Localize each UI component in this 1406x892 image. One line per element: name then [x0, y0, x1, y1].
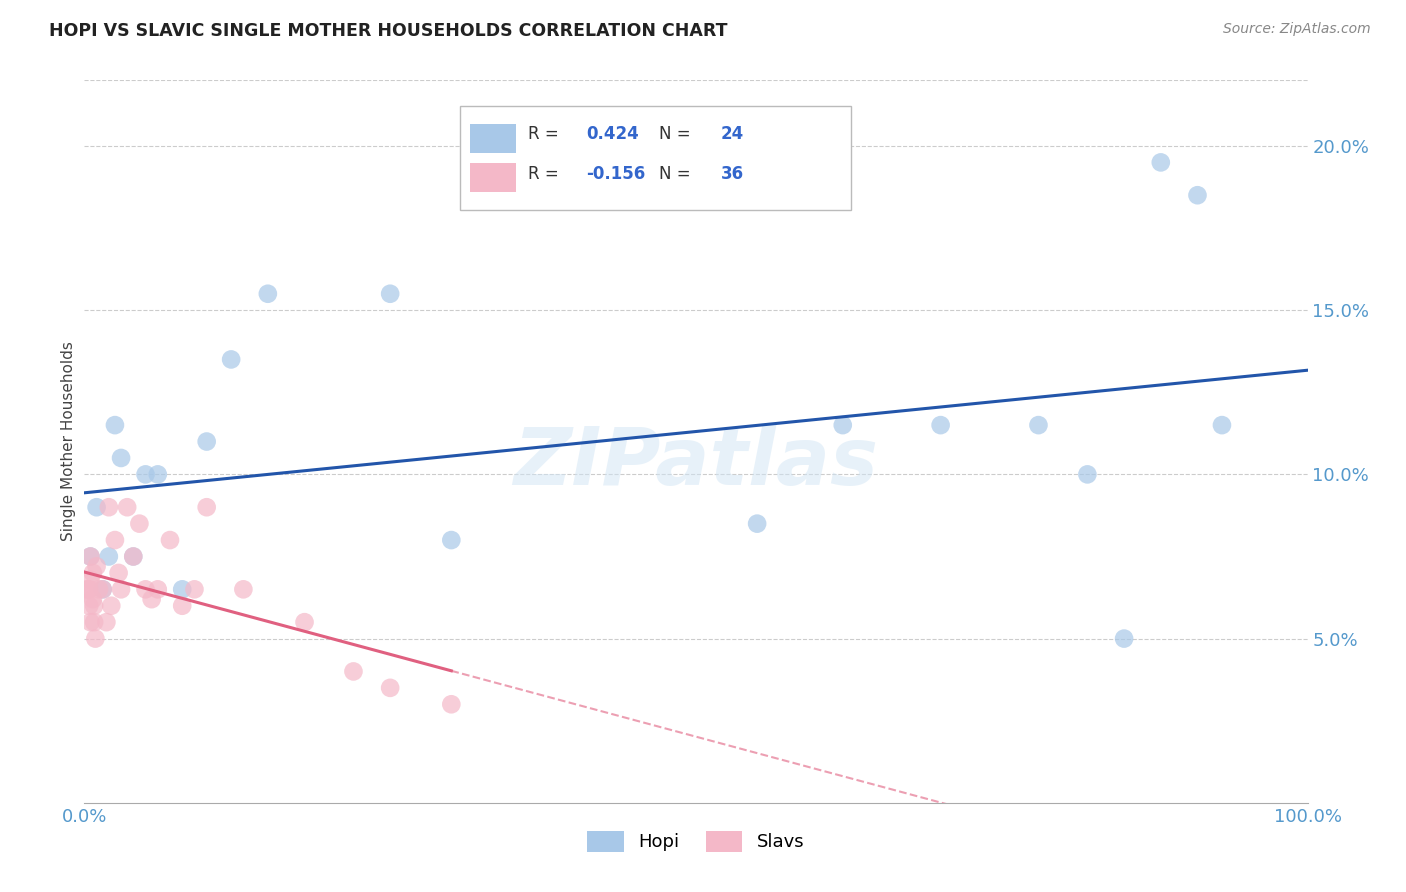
- Text: N =: N =: [659, 165, 696, 183]
- Point: [342, 665, 364, 679]
- Point: [1150, 155, 1173, 169]
- Point: [141, 592, 163, 607]
- Point: [294, 615, 316, 630]
- Point: [232, 582, 254, 597]
- Point: [79, 549, 101, 564]
- Point: [831, 418, 853, 433]
- Point: [77, 599, 100, 613]
- Point: [219, 352, 242, 367]
- Point: [1187, 188, 1209, 202]
- Point: [110, 582, 132, 597]
- Text: 0.424: 0.424: [586, 126, 638, 144]
- Bar: [470, 163, 516, 193]
- Point: [82, 566, 104, 580]
- Point: [107, 566, 129, 580]
- Point: [97, 549, 120, 564]
- Point: [1028, 418, 1050, 433]
- Y-axis label: Single Mother Households: Single Mother Households: [60, 342, 76, 541]
- Point: [79, 615, 101, 630]
- Point: [77, 582, 100, 597]
- Text: 36: 36: [720, 165, 744, 183]
- Point: [146, 582, 169, 597]
- Point: [380, 681, 402, 695]
- Point: [86, 559, 108, 574]
- Text: HOPI VS SLAVIC SINGLE MOTHER HOUSEHOLDS CORRELATION CHART: HOPI VS SLAVIC SINGLE MOTHER HOUSEHOLDS …: [49, 22, 728, 40]
- Point: [84, 632, 107, 646]
- Point: [104, 533, 127, 547]
- Point: [79, 573, 101, 587]
- Point: [96, 615, 118, 630]
- Point: [77, 582, 100, 597]
- Point: [183, 582, 205, 597]
- Point: [929, 418, 952, 433]
- Point: [172, 582, 194, 597]
- Point: [104, 418, 127, 433]
- Point: [91, 582, 114, 597]
- Point: [159, 533, 181, 547]
- Text: Source: ZipAtlas.com: Source: ZipAtlas.com: [1223, 22, 1371, 37]
- Point: [83, 615, 105, 630]
- Point: [97, 500, 120, 515]
- Point: [172, 599, 194, 613]
- Text: R =: R =: [529, 165, 564, 183]
- Point: [1076, 467, 1098, 482]
- Point: [82, 592, 104, 607]
- Point: [146, 467, 169, 482]
- Point: [86, 500, 108, 515]
- Point: [100, 599, 122, 613]
- Point: [135, 582, 157, 597]
- Legend: Hopi, Slavs: Hopi, Slavs: [581, 823, 811, 859]
- Point: [122, 549, 145, 564]
- Point: [440, 698, 463, 712]
- Point: [76, 582, 98, 597]
- Point: [91, 582, 114, 597]
- Text: -0.156: -0.156: [586, 165, 645, 183]
- Point: [380, 286, 402, 301]
- Point: [87, 582, 110, 597]
- Point: [83, 599, 105, 613]
- Text: N =: N =: [659, 126, 696, 144]
- Bar: [470, 124, 516, 153]
- Point: [195, 434, 218, 449]
- Point: [440, 533, 463, 547]
- Point: [1211, 418, 1233, 433]
- Point: [110, 450, 132, 465]
- Point: [115, 500, 138, 515]
- Text: ZIPatlas: ZIPatlas: [513, 425, 879, 502]
- Point: [79, 549, 101, 564]
- Point: [257, 286, 280, 301]
- Point: [747, 516, 769, 531]
- Point: [195, 500, 218, 515]
- Point: [122, 549, 145, 564]
- Point: [135, 467, 157, 482]
- Text: 24: 24: [720, 126, 744, 144]
- Text: R =: R =: [529, 126, 564, 144]
- FancyBboxPatch shape: [460, 105, 851, 211]
- Point: [128, 516, 150, 531]
- Point: [1114, 632, 1136, 646]
